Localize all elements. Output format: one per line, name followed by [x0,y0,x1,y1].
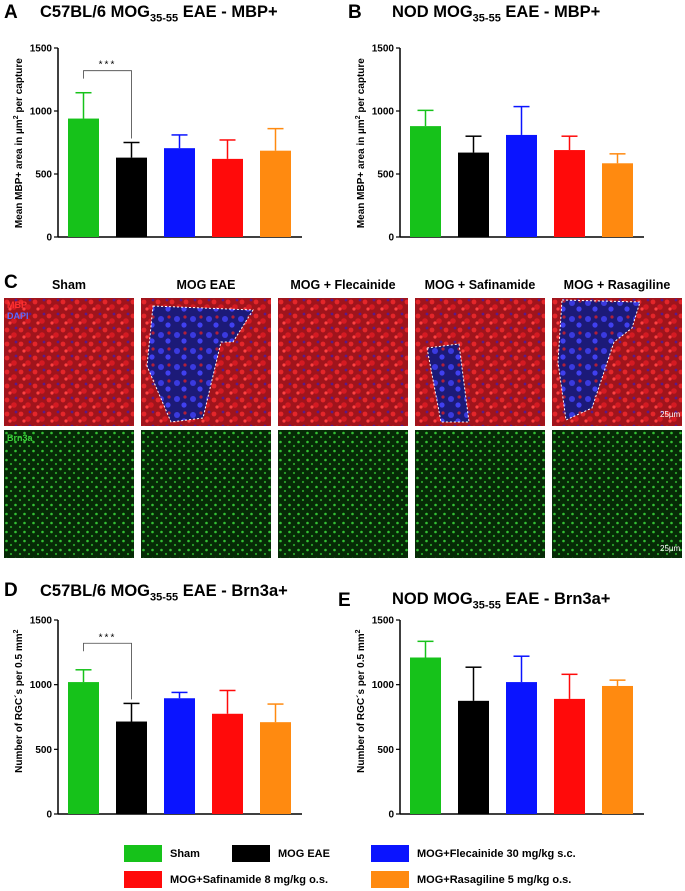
bar-5 [260,722,291,814]
panel-e-ylabel: Number of RGC´s per 0.5 mm2 [354,629,368,773]
brn3a-image-5 [552,430,682,558]
panel-e-title: NOD MOG35-55 EAE - Brn3a+ [392,590,611,612]
significance-label: *** [99,60,117,71]
y-tick-label: 1500 [30,616,52,627]
bar-2 [458,152,489,237]
legend-label: MOG+Flecainide 30 mg/kg s.c. [417,847,576,860]
panel-d-ylabel: Number of RGC´s per 0.5 mm2 [12,629,26,773]
y-tick-label: 1000 [372,107,394,118]
legend-swatch [124,845,162,862]
chart-d: 0 500 1000 1500 *** [30,616,302,821]
bar-3 [164,148,195,237]
panel-b-title: NOD MOG35-55 EAE - MBP+ [392,3,601,25]
bar-4 [554,150,585,237]
bar-5 [260,150,291,237]
brn3a-stain-label: Brn3a [7,433,33,443]
mbp-stain-label: MBP [7,300,27,310]
chart-e: 0 500 1000 1500 [372,616,644,821]
legend-item-5: MOG+Rasagiline 5 mg/kg o.s. [371,871,571,888]
legend-swatch [124,871,162,888]
significance-bracket [83,70,132,139]
legend-item-1: Sham [124,845,200,862]
bar-5 [602,163,633,237]
lesion-outline [426,343,470,423]
panel-a-ylabel: Mean MBP+ area in µm2 per capture [12,58,26,229]
bar-3 [506,134,537,237]
panel-b-ylabel: Mean MBP+ area in µm2 per capture [354,58,368,229]
legend-swatch [371,871,409,888]
y-tick-label: 1500 [372,616,394,627]
mbp-dapi-image-2 [141,298,271,426]
y-tick-label: 500 [377,170,394,181]
lesion-outline [146,305,254,423]
bar-1 [410,126,441,237]
panel-letter-b: B [348,2,362,23]
mbp-dapi-image-5 [552,298,682,426]
panel-a-title: C57BL/6 MOG35-55 EAE - MBP+ [40,3,278,25]
significance-bracket [83,642,132,700]
bar-1 [68,118,99,237]
panel-letter-d: D [4,580,18,601]
legend-item-3: MOG+Flecainide 30 mg/kg s.c. [371,845,576,862]
bar-3 [164,698,195,814]
y-tick-label: 500 [35,170,52,181]
bar-4 [554,698,585,814]
legend-label: MOG+Safinamide 8 mg/kg o.s. [170,873,329,886]
legend-swatch [232,845,270,862]
y-tick-label: 1000 [30,680,52,691]
bar-3 [506,682,537,814]
legend-label: MOG EAE [278,847,330,860]
legend-item-2: MOG EAE [232,845,330,862]
y-tick-label: 500 [377,745,394,756]
bar-5 [602,685,633,814]
y-tick-label: 0 [46,233,52,244]
panel-letter-c: C [4,272,18,293]
column-header-1: Sham [51,278,87,292]
y-tick-label: 1500 [372,44,394,55]
column-header-4: MOG + Safinamide [424,278,536,292]
legend-item-4: MOG+Safinamide 8 mg/kg o.s. [124,871,328,888]
y-tick-label: 0 [46,810,52,821]
y-tick-label: 500 [35,745,52,756]
scale-bar-label-bottom: 25µm [660,544,681,553]
y-tick-label: 1000 [30,107,52,118]
mbp-dapi-image-1 [4,298,134,426]
bar-1 [68,682,99,814]
brn3a-image-2 [141,430,271,558]
chart-b: 0 500 1000 1500 [372,44,644,244]
chart-a: 0 500 1000 1500 *** [30,44,302,244]
panel-d-title: C57BL/6 MOG35-55 EAE - Brn3a+ [40,582,288,604]
brn3a-image-4 [415,430,545,558]
legend-label: Sham [170,847,200,860]
bar-2 [116,157,147,237]
bar-4 [212,158,243,237]
panel-letter-a: A [4,2,18,23]
y-tick-label: 1500 [30,44,52,55]
brn3a-image-1 [4,430,134,558]
legend-label: MOG+Rasagiline 5 mg/kg o.s. [417,873,572,886]
column-header-3: MOG + Flecainide [290,278,396,292]
bar-1 [410,657,441,814]
bar-2 [458,700,489,814]
y-tick-label: 0 [388,810,394,821]
brn3a-image-3 [278,430,408,558]
significance-label: *** [99,632,117,643]
panel-letter-e: E [338,590,351,611]
mbp-dapi-image-4 [415,298,545,426]
y-tick-label: 0 [388,233,394,244]
bar-4 [212,713,243,814]
mbp-dapi-image-3 [278,298,408,426]
y-tick-label: 1000 [372,680,394,691]
column-header-5: MOG + Rasagiline [563,278,671,292]
dapi-stain-label: DAPI [7,311,29,321]
column-header-2: MOG EAE [176,278,236,292]
scale-bar-label-top: 25µm [660,410,681,419]
legend-swatch [371,845,409,862]
bar-2 [116,721,147,814]
